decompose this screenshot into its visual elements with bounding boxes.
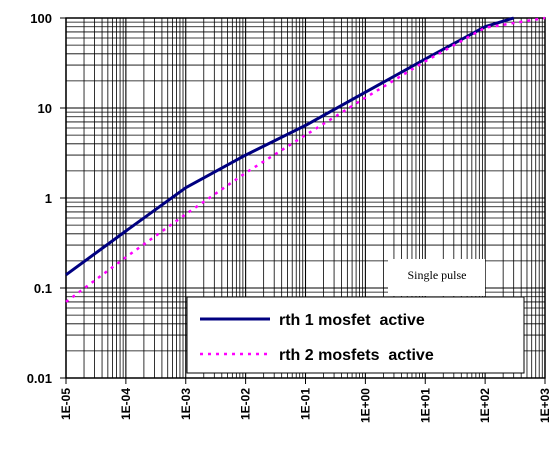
x-tick-label: 1E+00 [358,388,372,423]
legend-label-rth-2-mosfets: rth 2 mosfets active [279,347,434,364]
x-tick-label: 1E+02 [478,388,492,423]
legend-box [186,296,525,374]
x-axis-ticks: 1E-05 1E-04 1E-03 1E-02 1E-01 1E+00 1E+01 1E+02… [59,378,552,423]
y-tick-label: 0.01 [27,371,52,386]
x-tick-label: 1E-03 [179,388,193,420]
annotation: Single pulse [388,259,485,296]
y-tick-label: 1 [45,191,52,206]
series-layer [65,16,546,303]
legend-label-rth-1-mosfet: rth 1 mosfet active [279,312,425,329]
x-tick-label: 1E-02 [239,388,253,420]
legend: rth 1 mosfet active rth 2 mosfets active [186,296,525,374]
series-line-1 [65,16,515,277]
x-tick-label: 1E-05 [59,388,73,420]
x-tick-label: 1E-01 [299,388,313,420]
x-tick-label: 1E+03 [538,388,552,423]
y-tick-label: 10 [38,101,52,116]
y-tick-label: 0.1 [34,281,52,296]
x-tick-label: 1E-04 [119,388,133,420]
y-tick-label: 100 [30,11,52,26]
x-tick-label: 1E+01 [418,388,432,423]
annotation-text: Single pulse [408,268,467,282]
annotation-box [388,259,485,296]
y-axis-ticks: 0.01 0.1 1 10 100 [27,11,66,386]
